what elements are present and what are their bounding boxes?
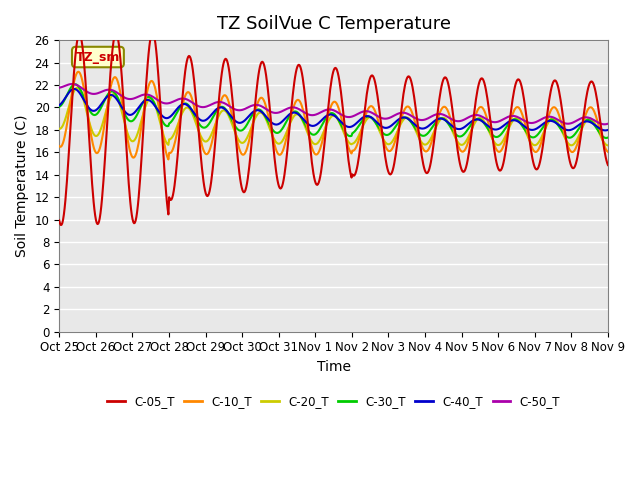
X-axis label: Time: Time	[317, 360, 351, 374]
Legend: C-05_T, C-10_T, C-20_T, C-30_T, C-40_T, C-50_T: C-05_T, C-10_T, C-20_T, C-30_T, C-40_T, …	[102, 390, 565, 413]
Y-axis label: Soil Temperature (C): Soil Temperature (C)	[15, 115, 29, 257]
Title: TZ SoilVue C Temperature: TZ SoilVue C Temperature	[216, 15, 451, 33]
Text: TZ_sm: TZ_sm	[76, 50, 120, 63]
